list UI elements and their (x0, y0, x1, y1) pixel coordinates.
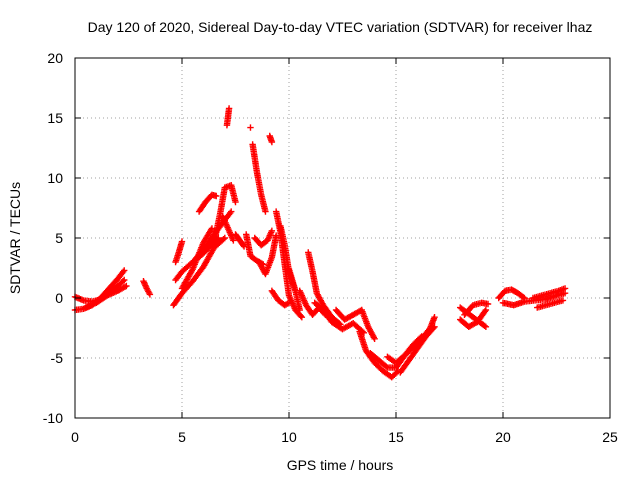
x-axis-label: GPS time / hours (287, 457, 394, 473)
series-arc-20 (266, 132, 276, 146)
y-tick-label: -5 (51, 350, 64, 366)
series-arc-32 (397, 323, 438, 376)
chart-title: Day 120 of 2020, Sidereal Day-to-day VTE… (88, 19, 593, 35)
y-tick-label: -10 (43, 410, 63, 426)
data-point (220, 236, 227, 243)
x-tick-label: 0 (71, 429, 79, 445)
data-point (123, 282, 130, 290)
data-point (481, 322, 488, 330)
data-point (262, 208, 269, 215)
series-arc-12 (219, 213, 237, 244)
x-tick-label: 10 (281, 429, 297, 445)
grid-lines (75, 58, 610, 418)
series-arc-38 (529, 285, 569, 302)
data-point (383, 363, 390, 370)
series-arc-14 (232, 231, 248, 250)
data-point (146, 291, 154, 298)
series-arc-7 (172, 238, 186, 266)
data-point (119, 268, 127, 275)
series-arc-13 (223, 105, 233, 129)
data-point (484, 300, 492, 308)
data-point (178, 238, 186, 245)
data-point (230, 237, 237, 244)
data-point (297, 312, 304, 320)
series-arc-39 (534, 297, 567, 311)
data-point (225, 105, 233, 112)
data-point (121, 267, 128, 274)
data-point (228, 208, 235, 215)
series-arc-4 (140, 278, 154, 298)
data-point (268, 227, 276, 234)
series-arc-24 (285, 266, 303, 314)
series-arc-15 (247, 124, 254, 131)
data-point (482, 323, 490, 330)
data-point (431, 323, 438, 330)
y-tick-label: 20 (47, 50, 63, 66)
data-point (430, 324, 437, 332)
series-arc-27 (311, 299, 368, 336)
data-point (232, 198, 239, 206)
data-point (431, 314, 438, 321)
series-arc-19 (255, 232, 280, 278)
data-points (71, 105, 569, 381)
data-point (221, 234, 228, 242)
y-axis-label: SDTVAR / TECUs (7, 182, 23, 294)
series-arc-17 (251, 227, 276, 249)
data-point (121, 276, 128, 284)
y-tick-label: 10 (47, 170, 63, 186)
series-arc-16 (249, 141, 269, 215)
data-point (561, 285, 569, 292)
x-tick-label: 5 (178, 429, 186, 445)
y-tick-label: 15 (47, 110, 63, 126)
data-point (119, 278, 127, 285)
data-point (240, 242, 247, 249)
data-point (296, 306, 303, 314)
data-point (482, 306, 490, 314)
data-point (247, 124, 254, 131)
data-point (481, 308, 489, 315)
series-arc-9 (195, 191, 220, 215)
y-tick-label: 0 (55, 290, 63, 306)
data-point (268, 138, 276, 146)
series-arc-29 (356, 328, 402, 381)
data-point (226, 209, 234, 217)
y-tick-label: 5 (55, 230, 63, 246)
series-arc-3 (82, 282, 130, 311)
axis-ticks: 0 5 10 15 20 25 -10 -5 0 5 10 15 20 (43, 50, 618, 445)
x-tick-label: 25 (602, 429, 618, 445)
series-arc-28 (332, 306, 378, 342)
data-point (371, 335, 378, 342)
series-arc-36 (495, 286, 528, 302)
series-arc-35 (461, 299, 492, 318)
data-point (121, 283, 129, 290)
x-tick-label: 20 (495, 429, 511, 445)
series-arc-11 (210, 182, 239, 246)
data-point (298, 314, 306, 321)
data-point (559, 297, 567, 304)
series-arc-21 (268, 287, 293, 309)
series-arc-34 (457, 306, 490, 330)
series-arc-31 (384, 314, 438, 366)
data-point (213, 192, 220, 200)
x-tick-label: 15 (388, 429, 404, 445)
